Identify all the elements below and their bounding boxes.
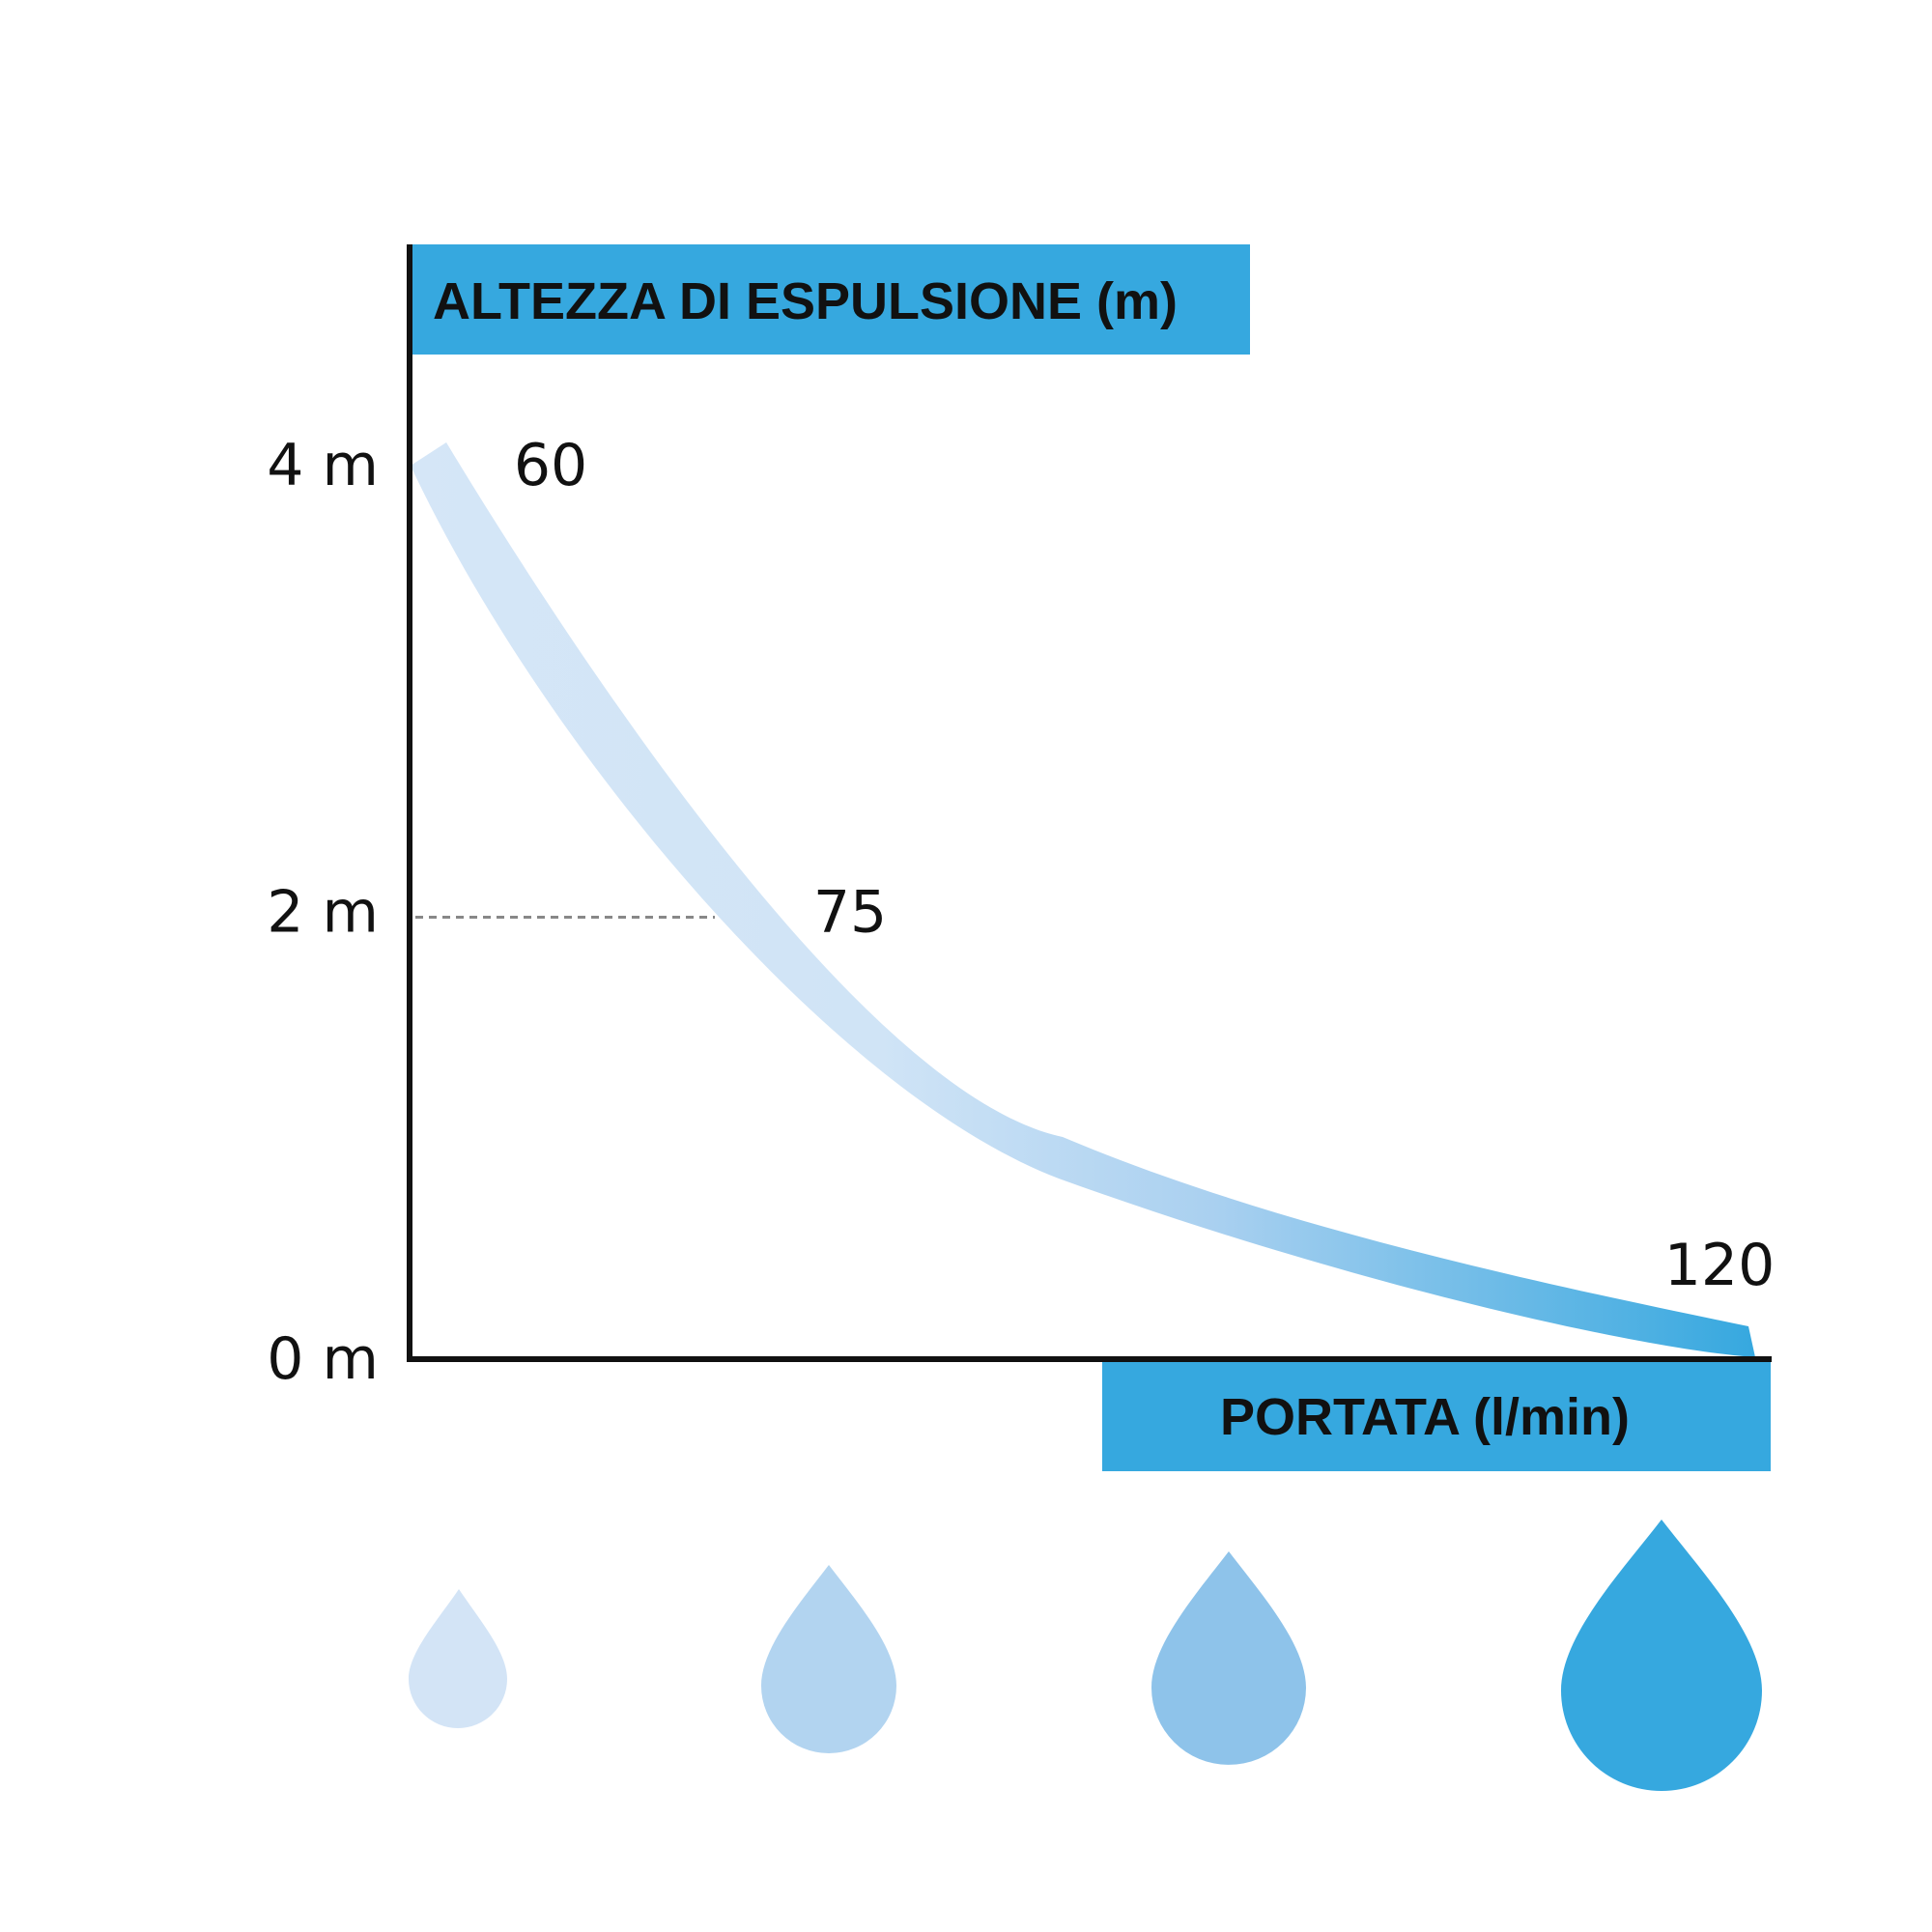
point-label-120: 120 [1664, 1232, 1776, 1299]
water-drop-icon-large [1151, 1551, 1306, 1765]
y-tick-label: 4 m [267, 432, 379, 499]
water-drop-icon-small [409, 1589, 507, 1728]
point-label-75: 75 [813, 879, 887, 947]
water-drop-icon-xlarge [1561, 1520, 1762, 1791]
y-axis-title: ALTEZZA DI ESPULSIONE (m) [433, 272, 1178, 330]
x-axis-title-box [1102, 1359, 1771, 1471]
x-axis-title: PORTATA (l/min) [1220, 1388, 1630, 1446]
point-labels: 60 75 120 [514, 432, 1775, 1299]
y-axis-title-box [410, 244, 1250, 355]
y-tick-label: 2 m [267, 879, 379, 947]
water-drop-icon-medium [761, 1565, 896, 1753]
y-tick-label: 0 m [267, 1325, 379, 1393]
flow-curve [411, 442, 1755, 1357]
y-tick-labels: 0 m 2 m 4 m [267, 432, 379, 1393]
water-drops [409, 1520, 1762, 1791]
point-label-60: 60 [514, 432, 587, 499]
